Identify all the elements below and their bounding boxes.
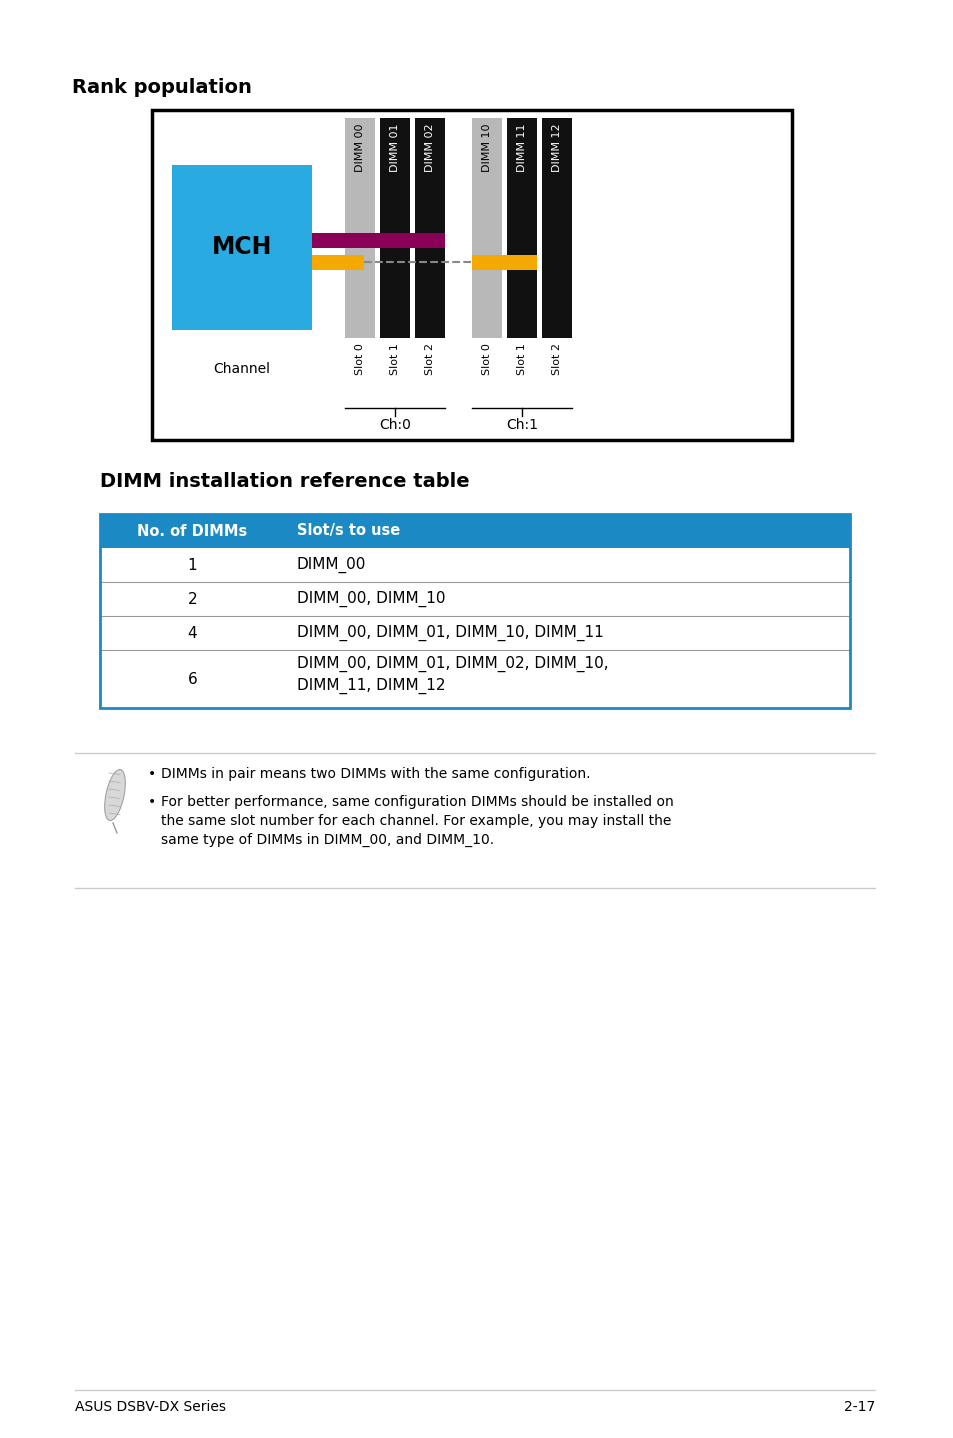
Text: Slot 1: Slot 1 — [517, 344, 526, 375]
Text: 4: 4 — [188, 626, 197, 640]
Bar — [100, 513, 849, 707]
Text: MCH: MCH — [212, 236, 272, 259]
Bar — [100, 650, 849, 707]
Text: ASUS DSBV-DX Series: ASUS DSBV-DX Series — [75, 1401, 226, 1414]
Bar — [472, 255, 537, 269]
Text: DIMMs in pair means two DIMMs with the same configuration.: DIMMs in pair means two DIMMs with the s… — [161, 766, 590, 781]
Text: Slot 0: Slot 0 — [481, 344, 492, 375]
Text: DIMM_00, DIMM_01, DIMM_10, DIMM_11: DIMM_00, DIMM_01, DIMM_10, DIMM_11 — [296, 626, 603, 641]
Text: No. of DIMMs: No. of DIMMs — [137, 523, 248, 538]
Text: Ch:0: Ch:0 — [378, 418, 411, 431]
Text: Slot/s to use: Slot/s to use — [296, 523, 400, 538]
Text: •: • — [148, 766, 156, 781]
Bar — [415, 118, 444, 338]
Text: 1: 1 — [188, 558, 197, 572]
Bar — [172, 165, 312, 329]
Text: •: • — [148, 795, 156, 810]
Text: the same slot number for each channel. For example, you may install the: the same slot number for each channel. F… — [161, 814, 671, 828]
Bar — [506, 118, 537, 338]
Text: same type of DIMMs in DIMM_00, and DIMM_10.: same type of DIMMs in DIMM_00, and DIMM_… — [161, 833, 494, 847]
Text: Ch:1: Ch:1 — [505, 418, 537, 431]
Text: For better performance, same configuration DIMMs should be installed on: For better performance, same configurati… — [161, 795, 673, 810]
Bar — [100, 615, 849, 650]
Text: DIMM_11, DIMM_12: DIMM_11, DIMM_12 — [296, 677, 445, 695]
Bar — [100, 513, 849, 548]
Text: Rank population: Rank population — [71, 78, 252, 96]
Text: DIMM 02: DIMM 02 — [424, 124, 435, 171]
Text: DIMM 12: DIMM 12 — [552, 124, 561, 171]
Bar — [100, 582, 849, 615]
Text: Slot 2: Slot 2 — [424, 344, 435, 375]
Text: DIMM 10: DIMM 10 — [481, 124, 492, 171]
Text: DIMM_00, DIMM_10: DIMM_00, DIMM_10 — [296, 591, 445, 607]
Text: DIMM 11: DIMM 11 — [517, 124, 526, 171]
Bar — [312, 233, 444, 247]
Text: 2: 2 — [188, 591, 197, 607]
Bar — [472, 118, 501, 338]
Text: DIMM_00: DIMM_00 — [296, 557, 366, 574]
Text: Channel: Channel — [213, 362, 271, 375]
Bar — [100, 548, 849, 582]
Text: DIMM_00, DIMM_01, DIMM_02, DIMM_10,: DIMM_00, DIMM_01, DIMM_02, DIMM_10, — [296, 656, 608, 672]
Text: 2-17: 2-17 — [842, 1401, 874, 1414]
Text: DIMM 00: DIMM 00 — [355, 124, 365, 171]
Bar — [345, 118, 375, 338]
Text: Slot 2: Slot 2 — [552, 344, 561, 375]
Bar — [541, 118, 572, 338]
Ellipse shape — [105, 769, 125, 821]
Text: Slot 0: Slot 0 — [355, 344, 365, 375]
Text: DIMM 01: DIMM 01 — [390, 124, 399, 171]
Bar — [152, 109, 791, 440]
Text: DIMM installation reference table: DIMM installation reference table — [100, 472, 469, 490]
Text: Slot 1: Slot 1 — [390, 344, 399, 375]
Bar — [312, 255, 364, 269]
Bar — [379, 118, 410, 338]
Text: 6: 6 — [188, 672, 197, 686]
